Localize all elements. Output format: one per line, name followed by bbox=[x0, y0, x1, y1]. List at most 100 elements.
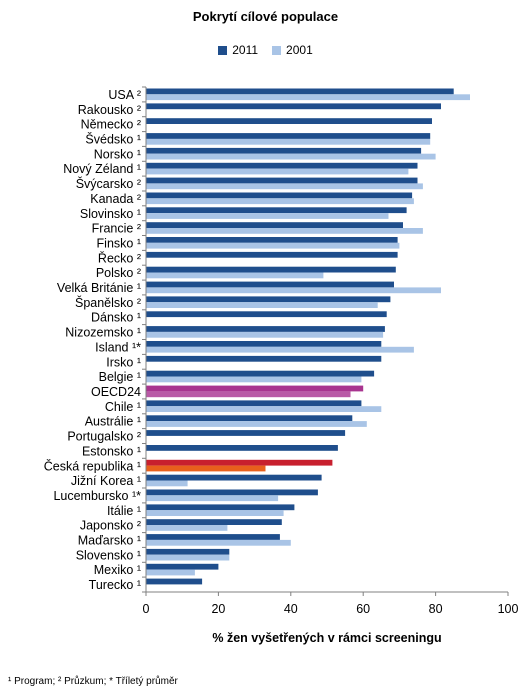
category-label-row-20: OECD24 bbox=[91, 385, 141, 399]
bar-2011-row-30 bbox=[146, 534, 280, 540]
bar-2011-row-11 bbox=[146, 251, 398, 258]
bar-2011-row-18 bbox=[146, 355, 382, 362]
bar-2001-row-26 bbox=[146, 480, 188, 487]
category-label-row-0: USA ² bbox=[108, 88, 141, 102]
bar-2011-row-7 bbox=[146, 192, 413, 199]
category-label-row-32: Mexiko ¹ bbox=[94, 563, 141, 577]
category-label-row-31: Slovensko ¹ bbox=[76, 548, 141, 562]
category-label-row-26: Jižní Korea ¹ bbox=[71, 474, 141, 488]
bar-2001-row-30 bbox=[146, 539, 291, 546]
x-axis-title: % žen vyšetřených v rámci screeningu bbox=[212, 631, 441, 645]
bar-2001-row-14 bbox=[146, 302, 378, 308]
bar-2011-row-2 bbox=[146, 118, 432, 124]
bar-2011-row-29 bbox=[146, 519, 282, 525]
legend-label-2001: 2001 bbox=[286, 43, 313, 57]
chart-title: Pokrytí cílové populace bbox=[192, 9, 339, 24]
bar-2001-row-21 bbox=[146, 406, 382, 412]
bar-2001-row-10 bbox=[146, 242, 400, 249]
x-tick-label-0: 0 bbox=[143, 602, 150, 616]
category-label-row-23: Portugalsko ² bbox=[67, 430, 141, 444]
bar-2011-row-8 bbox=[146, 207, 407, 214]
bar-2001-row-25 bbox=[146, 465, 266, 472]
bar-2011-row-17 bbox=[146, 341, 382, 347]
legend-label-2011: 2011 bbox=[232, 43, 259, 57]
category-label-row-8: Slovinsko ¹ bbox=[80, 207, 141, 221]
bar-2001-row-5 bbox=[146, 168, 409, 175]
bar-2001-row-27 bbox=[146, 495, 279, 502]
x-tick-label-3: 60 bbox=[356, 602, 370, 616]
bar-2011-row-0 bbox=[146, 88, 454, 95]
bar-2011-row-23 bbox=[146, 430, 346, 436]
category-label-row-4: Norsko ¹ bbox=[94, 147, 141, 161]
category-label-row-28: Itálie ¹ bbox=[107, 504, 141, 518]
category-label-row-22: Austrálie ¹ bbox=[85, 415, 141, 429]
bar-2011-row-12 bbox=[146, 266, 396, 273]
category-label-row-18: Irsko ¹ bbox=[106, 355, 141, 369]
bar-2011-row-9 bbox=[146, 222, 403, 228]
bar-2011-row-10 bbox=[146, 237, 398, 243]
category-label-row-12: Polsko ² bbox=[96, 266, 141, 280]
category-label-row-10: Finsko ¹ bbox=[97, 237, 141, 251]
bar-2011-row-20 bbox=[146, 385, 364, 392]
bar-2011-row-16 bbox=[146, 326, 385, 332]
x-tick-label-1: 20 bbox=[211, 602, 225, 616]
bar-2011-row-6 bbox=[146, 177, 418, 184]
bar-2011-row-13 bbox=[146, 281, 394, 288]
bar-2011-row-31 bbox=[146, 548, 230, 555]
bar-2011-row-28 bbox=[146, 504, 295, 511]
bar-2001-row-4 bbox=[146, 153, 436, 160]
category-label-row-3: Švédsko ¹ bbox=[85, 132, 141, 147]
bar-2011-row-33 bbox=[146, 578, 203, 585]
category-label-row-14: Španělsko ² bbox=[75, 295, 141, 310]
bar-2001-row-20 bbox=[146, 391, 351, 398]
bar-2001-row-7 bbox=[146, 198, 414, 205]
bar-2011-row-4 bbox=[146, 147, 422, 154]
category-label-row-13: Velká Británie ¹ bbox=[57, 281, 141, 295]
category-label-row-11: Řecko ² bbox=[98, 250, 141, 265]
category-label-row-15: Dánsko ¹ bbox=[91, 311, 141, 325]
legend-swatch-2011 bbox=[218, 45, 228, 55]
bar-2011-row-3 bbox=[146, 133, 431, 139]
bar-2011-row-14 bbox=[146, 296, 391, 303]
chart-legend: 2011 2001 bbox=[0, 43, 531, 57]
category-label-row-33: Turecko ¹ bbox=[89, 578, 141, 592]
category-label-row-25: Česká republika ¹ bbox=[44, 458, 141, 473]
x-tick-label-2: 40 bbox=[284, 602, 298, 616]
bar-2001-row-13 bbox=[146, 287, 441, 294]
bar-2001-row-19 bbox=[146, 376, 362, 383]
category-label-row-24: Estonsko ¹ bbox=[82, 444, 141, 458]
category-label-row-7: Kanada ² bbox=[90, 192, 141, 206]
bar-2011-row-22 bbox=[146, 415, 353, 422]
category-label-row-1: Rakousko ² bbox=[78, 103, 141, 117]
bar-2001-row-8 bbox=[146, 213, 389, 219]
bar-2011-row-21 bbox=[146, 400, 362, 407]
bar-2011-row-24 bbox=[146, 445, 338, 451]
bar-2001-row-28 bbox=[146, 510, 284, 516]
bar-2001-row-0 bbox=[146, 94, 470, 101]
bar-2001-row-12 bbox=[146, 272, 324, 279]
bar-2001-row-17 bbox=[146, 346, 414, 353]
bar-2011-row-27 bbox=[146, 489, 318, 496]
legend-swatch-2001 bbox=[272, 45, 282, 55]
bar-2011-row-5 bbox=[146, 162, 418, 169]
category-label-row-27: Lucembursko ¹* bbox=[53, 489, 141, 503]
bar-2001-row-16 bbox=[146, 331, 384, 338]
legend-item-2011: 2011 bbox=[218, 43, 258, 57]
category-label-row-2: Německo ² bbox=[81, 118, 141, 132]
bar-2011-row-1 bbox=[146, 103, 441, 110]
category-label-row-6: Švýcarsko ² bbox=[76, 176, 141, 191]
category-label-row-5: Nový Zéland ¹ bbox=[63, 162, 141, 176]
bar-2001-row-6 bbox=[146, 183, 423, 190]
bar-2011-row-15 bbox=[146, 311, 387, 318]
bar-2001-row-9 bbox=[146, 228, 423, 234]
category-label-row-9: Francie ² bbox=[92, 222, 141, 236]
bar-2011-row-19 bbox=[146, 370, 375, 377]
bar-2011-row-26 bbox=[146, 474, 322, 481]
x-tick-label-5: 100 bbox=[498, 602, 519, 616]
category-label-row-17: Island ¹* bbox=[95, 340, 141, 354]
bar-2001-row-29 bbox=[146, 525, 228, 531]
bar-2001-row-32 bbox=[146, 569, 195, 576]
legend-item-2001: 2001 bbox=[272, 43, 313, 57]
bar-2001-row-22 bbox=[146, 421, 367, 427]
